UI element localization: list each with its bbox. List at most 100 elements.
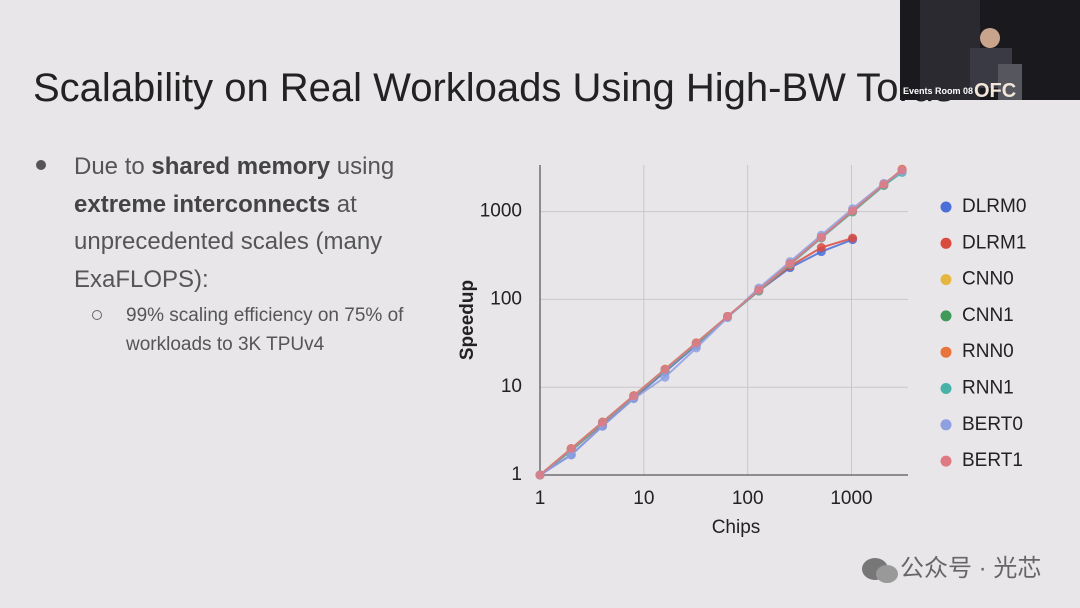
point — [897, 167, 907, 177]
bullet-list: Due to shared memory using extreme inter… — [34, 148, 454, 359]
point — [879, 180, 889, 190]
point — [566, 444, 576, 454]
x-tick-label: 1000 — [830, 488, 872, 509]
series-line — [539, 171, 903, 476]
point — [897, 164, 907, 174]
x-tick-label: 100 — [732, 488, 764, 509]
legend-label: RNN0 — [962, 341, 1014, 362]
y-axis-label: Speedup — [457, 280, 478, 360]
point — [660, 364, 670, 374]
point — [848, 233, 858, 243]
point — [535, 470, 545, 480]
speaker — [920, 0, 1022, 100]
point — [754, 285, 764, 295]
point — [535, 470, 545, 480]
legend-label: RNN1 — [962, 378, 1014, 399]
point — [785, 259, 795, 269]
point — [785, 259, 795, 269]
legend-marker — [940, 237, 952, 249]
series-line — [539, 237, 853, 476]
point — [897, 165, 907, 175]
point — [691, 340, 701, 350]
legend-marker — [940, 455, 952, 467]
point — [879, 180, 889, 190]
point — [691, 338, 701, 348]
point — [598, 421, 608, 431]
text: at unprecedented scales (many ExaFLOPS): — [74, 190, 383, 293]
point — [566, 450, 576, 460]
point — [897, 166, 907, 176]
point — [691, 343, 701, 353]
point — [629, 391, 639, 401]
point — [879, 178, 889, 188]
point — [754, 286, 764, 296]
legend-marker — [940, 310, 952, 322]
point — [535, 470, 545, 480]
bold-text: extreme interconnects — [74, 190, 331, 218]
point — [535, 470, 545, 480]
series-line — [539, 170, 903, 476]
legend-marker — [940, 201, 952, 213]
point — [723, 311, 733, 321]
point — [723, 311, 733, 321]
series-line — [539, 169, 903, 476]
point — [566, 444, 576, 454]
point — [535, 470, 545, 480]
text: using — [330, 153, 395, 180]
point — [816, 247, 826, 257]
bold-text: shared memory — [151, 153, 331, 180]
x-axis-label: Chips — [712, 517, 761, 538]
legend-marker — [940, 383, 952, 394]
point — [879, 180, 889, 190]
point — [723, 311, 733, 321]
legend-label: BERT0 — [962, 414, 1023, 435]
legend-label: CNN1 — [962, 305, 1014, 326]
point — [785, 260, 795, 270]
point — [660, 372, 670, 382]
point — [629, 391, 639, 401]
point — [754, 286, 764, 296]
point — [598, 417, 608, 427]
point — [660, 366, 670, 376]
point — [816, 232, 826, 242]
series-line — [539, 168, 903, 476]
point — [785, 263, 795, 273]
bullet: Due to shared memory using extreme inter… — [34, 148, 454, 298]
point — [848, 204, 858, 214]
legend-marker — [940, 346, 952, 358]
point — [629, 392, 639, 402]
point — [598, 418, 608, 428]
slide-title: Scalability on Real Workloads Using High… — [33, 66, 955, 110]
point — [629, 391, 639, 401]
legend-marker — [940, 274, 952, 286]
watermark-text: 公众号 · 光芯 — [900, 555, 1042, 582]
point — [660, 364, 670, 374]
point — [691, 339, 701, 349]
point — [723, 311, 733, 321]
point — [754, 286, 764, 296]
x-tick-label: 1 — [535, 488, 546, 509]
point — [691, 338, 701, 348]
point — [879, 179, 889, 189]
point — [785, 257, 795, 267]
sub-bullet: 99% scaling efficiency on 75% of workloa… — [34, 301, 454, 359]
point — [566, 446, 576, 456]
point — [629, 392, 639, 402]
point — [848, 207, 858, 217]
point — [848, 207, 858, 217]
point — [816, 232, 826, 242]
legend-label: BERT1 — [962, 450, 1023, 471]
point — [816, 232, 826, 242]
point — [816, 230, 826, 240]
y-tick-label: 10 — [501, 376, 522, 397]
point — [535, 470, 545, 480]
legend-label: CNN0 — [962, 269, 1014, 290]
point — [535, 470, 545, 480]
video-overlay: Events Room 08 OFC — [900, 0, 1080, 100]
point — [566, 446, 576, 456]
point — [848, 206, 858, 216]
point — [816, 232, 826, 242]
point — [660, 364, 670, 374]
point — [535, 470, 545, 480]
